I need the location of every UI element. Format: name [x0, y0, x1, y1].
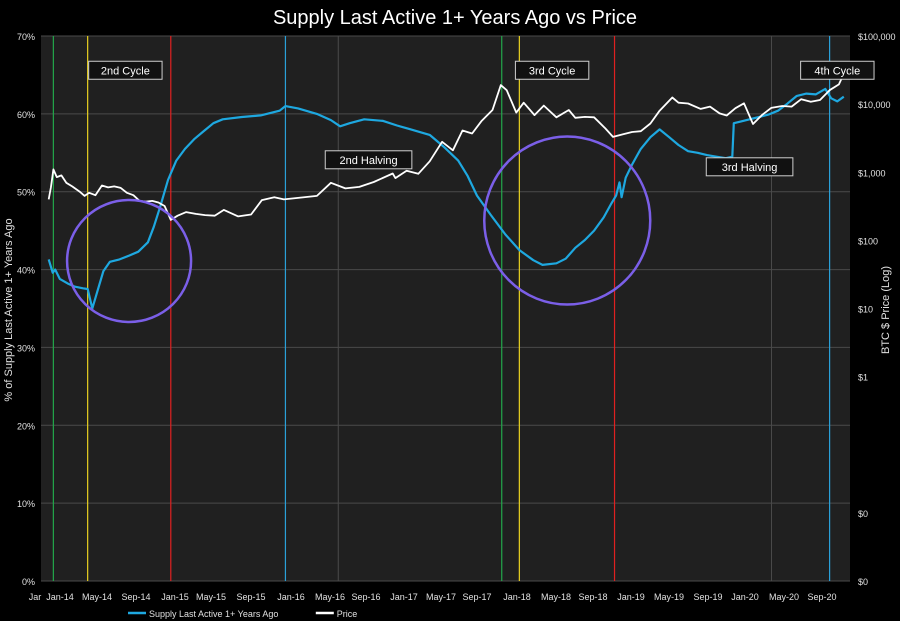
x-tick-label: May-18 — [541, 592, 571, 602]
x-tick-label: Jan-16 — [277, 592, 305, 602]
x-tick-label: May-17 — [426, 592, 456, 602]
x-tick-label: Jar — [29, 592, 42, 602]
y-left-tick-label: 40% — [17, 266, 35, 276]
y-right-tick-label: $100 — [858, 236, 878, 246]
x-tick-label: May-19 — [654, 592, 684, 602]
x-tick-label: Jan-14 — [46, 592, 74, 602]
highlight-circle — [65, 198, 193, 324]
annotation-box — [800, 60, 875, 80]
y-right-tick-label: $1,000 — [858, 168, 886, 178]
y-right-tick-label: $0 — [858, 509, 868, 519]
gridlines — [41, 35, 850, 582]
annotation: 3rd Halving — [705, 157, 794, 177]
annotation: 2nd Halving — [324, 150, 413, 170]
annotation-text: 3rd Cycle — [529, 65, 575, 77]
plot-area — [41, 36, 850, 581]
y-axis-left-label: % of Supply Last Active 1+ Years Ago — [3, 218, 15, 401]
price-line — [47, 73, 845, 221]
series-lines — [47, 73, 845, 310]
x-tick-label: May-16 — [315, 592, 345, 602]
y-left-tick-label: 10% — [17, 499, 35, 509]
x-tick-label: Jan-19 — [617, 592, 645, 602]
annotation: 3rd Cycle — [514, 60, 590, 80]
x-tick-label: Sep-17 — [462, 592, 491, 602]
x-tick-label: Sep-14 — [121, 592, 150, 602]
annotation: 2nd Cycle — [88, 60, 163, 80]
y-left-tick-label: 60% — [17, 110, 35, 120]
x-tick-label: Sep-19 — [693, 592, 722, 602]
annotation-box — [88, 60, 163, 80]
y-axis-right-label: BTC $ Price (Log) — [880, 266, 892, 354]
y-left-tick-label: 50% — [17, 188, 35, 198]
annotations: 2nd Cycle 3rd Cycle 4th Cycle 2nd Halving 3r… — [88, 60, 875, 177]
x-tick-label: Sep-15 — [236, 592, 265, 602]
y-left-tick-label: 0% — [22, 577, 35, 587]
x-tick-label: May-20 — [769, 592, 799, 602]
y-right-tick-label: $10,000 — [858, 100, 891, 110]
y-right-tick-label: $1 — [858, 373, 868, 383]
annotation-box — [324, 150, 413, 170]
y-right-tick-label: $0 — [858, 577, 868, 587]
y-right-tick-label: $10 — [858, 305, 873, 315]
chart-title: Supply Last Active 1+ Years Ago vs Price — [273, 7, 637, 29]
x-tick-label: Sep-18 — [578, 592, 607, 602]
y-axis-right: $0 $0 $1 $10 $100 $1,000 $10,000 $100,000 — [858, 32, 896, 587]
annotation-text: 2nd Halving — [340, 155, 398, 167]
x-axis: Jar Jan-14 May-14 Sep-14 Jan-15 May-15 Sep-15 J… — [29, 592, 837, 602]
y-left-tick-label: 30% — [17, 343, 35, 353]
x-tick-label: May-15 — [196, 592, 226, 602]
legend-label: Supply Last Active 1+ Years Ago — [149, 609, 278, 619]
x-tick-label: Jan-18 — [503, 592, 531, 602]
annotation-text: 3rd Halving — [722, 162, 778, 174]
x-tick-label: Jan-20 — [731, 592, 759, 602]
y-left-tick-label: 20% — [17, 421, 35, 431]
highlight-circle — [483, 135, 652, 306]
y-right-tick-label: $100,000 — [858, 32, 896, 42]
x-tick-label: Jan-17 — [390, 592, 418, 602]
y-left-tick-label: 70% — [17, 32, 35, 42]
annotation-box — [705, 157, 794, 177]
highlight-circles — [65, 135, 652, 324]
annotation-text: 2nd Cycle — [101, 65, 150, 77]
x-tick-label: May-14 — [82, 592, 112, 602]
legend: Supply Last Active 1+ Years Ago Price — [128, 609, 357, 619]
x-tick-label: Sep-16 — [351, 592, 380, 602]
x-tick-label: Jan-15 — [161, 592, 189, 602]
annotation-text: 4th Cycle — [814, 65, 860, 77]
vertical-markers — [52, 36, 831, 581]
annotation-box — [514, 60, 590, 80]
supply-line — [47, 87, 845, 310]
x-tick-label: Sep-20 — [807, 592, 836, 602]
y-axis-left: 0% 10% 20% 30% 40% 50% 60% 70% — [17, 32, 35, 587]
legend-label: Price — [337, 609, 358, 619]
annotation: 4th Cycle — [800, 60, 875, 80]
